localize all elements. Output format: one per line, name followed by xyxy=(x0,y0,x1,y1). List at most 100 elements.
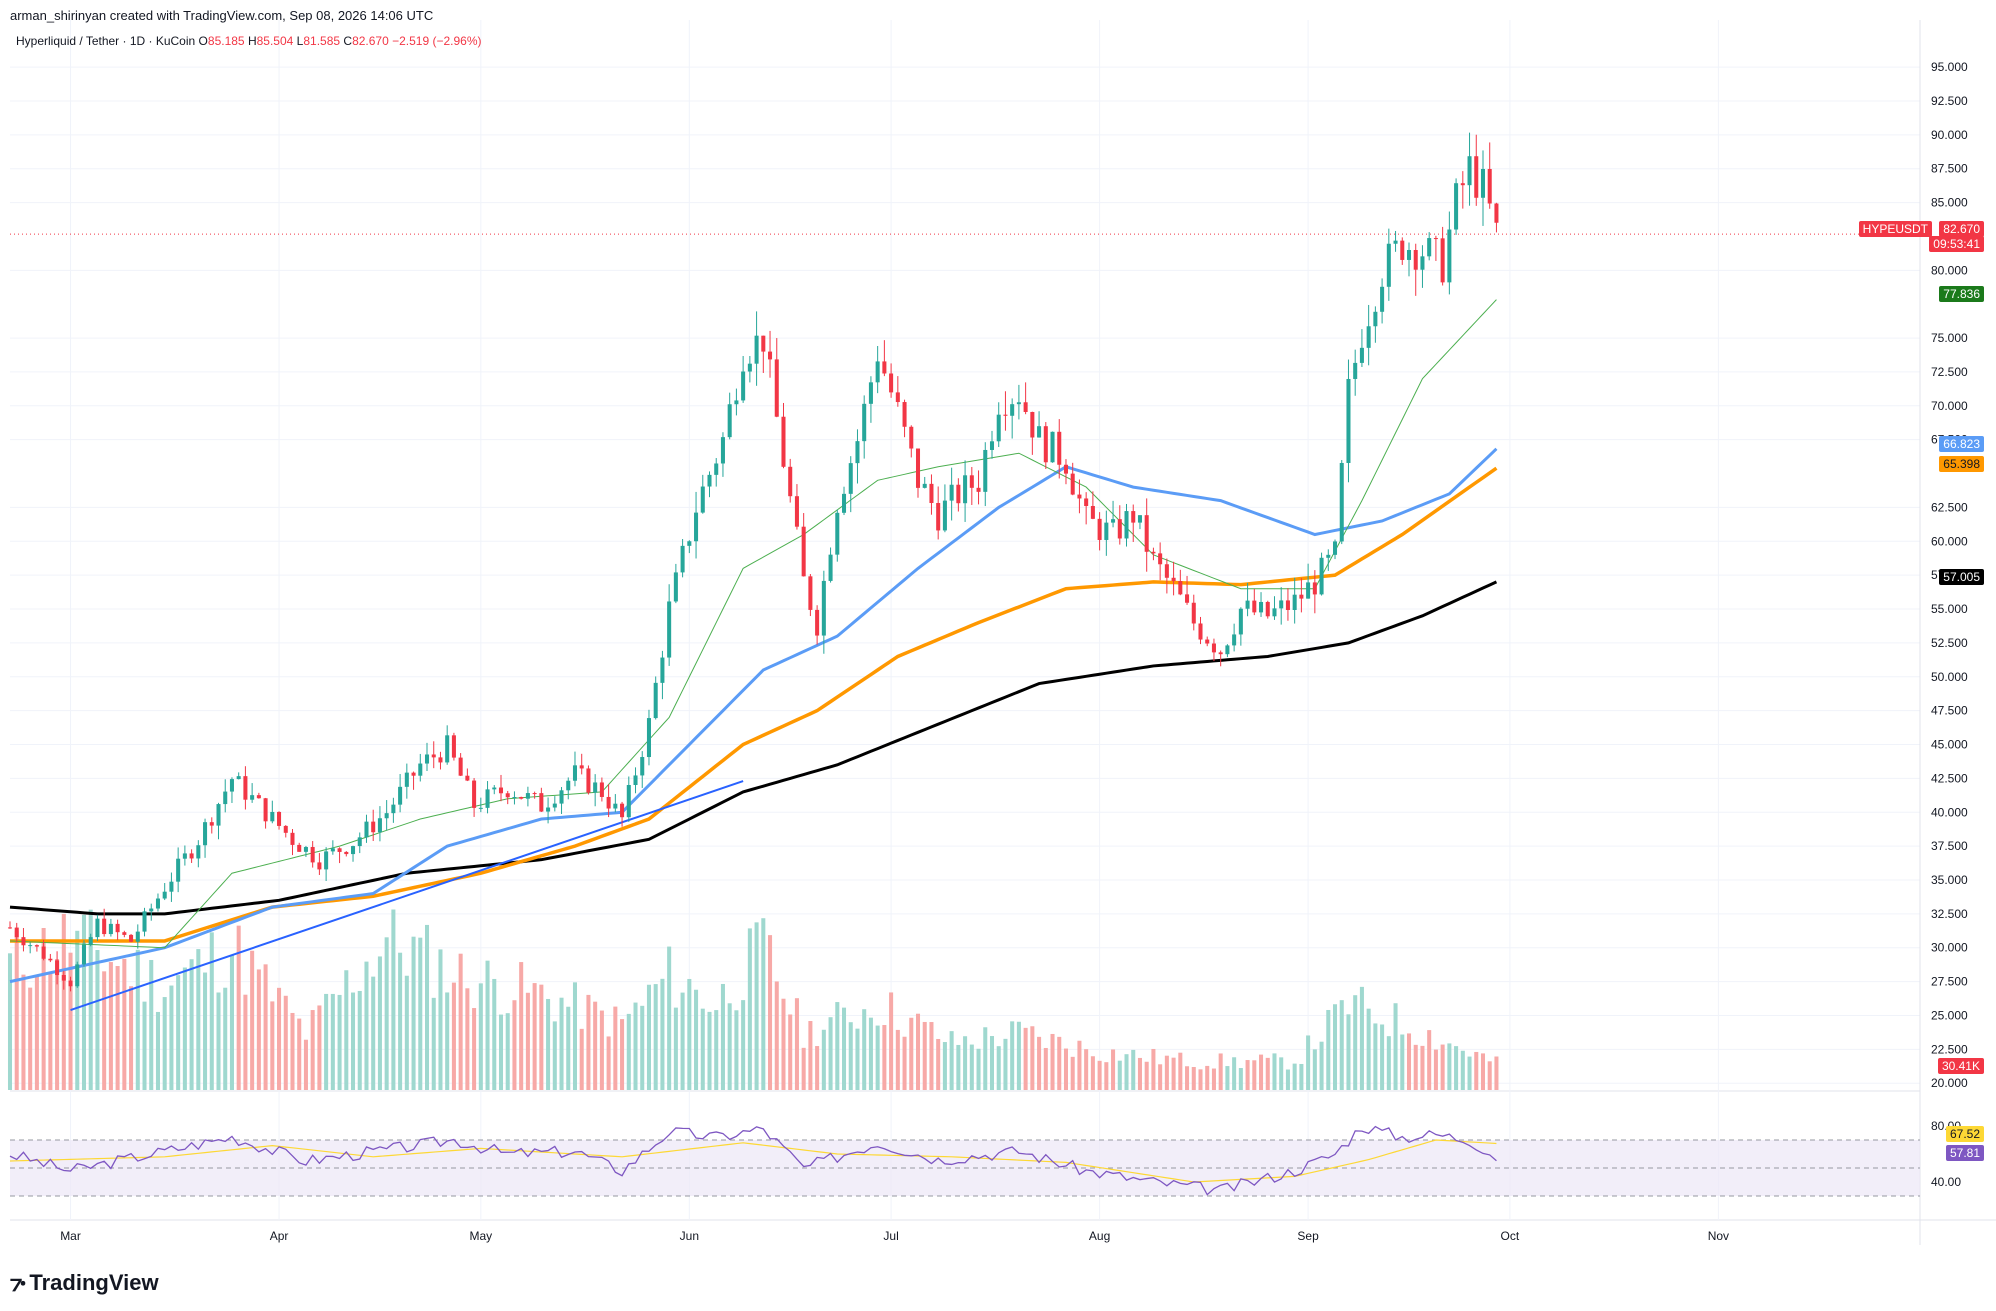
volume-bar xyxy=(1292,1063,1297,1090)
volume-bar xyxy=(1137,1057,1142,1090)
candle-body xyxy=(236,776,241,780)
candle-body xyxy=(1487,168,1492,204)
volume-bar xyxy=(149,959,154,1090)
candle-body xyxy=(821,580,826,636)
volume-bar xyxy=(633,1002,638,1090)
candle-body xyxy=(277,811,282,826)
volume-bar xyxy=(297,1018,302,1090)
volume-bar xyxy=(875,1025,880,1090)
volume-bar xyxy=(1171,1057,1176,1090)
volume-bar xyxy=(741,1000,746,1090)
candle-body xyxy=(989,441,995,450)
candle-body xyxy=(794,496,799,527)
volume-bar xyxy=(1433,1049,1438,1090)
volume-bar xyxy=(559,997,564,1090)
candle-body xyxy=(243,776,248,800)
candle-body xyxy=(81,944,87,965)
candle-body xyxy=(1198,623,1203,640)
volume-bar xyxy=(310,1010,315,1090)
candle-body xyxy=(424,754,430,764)
brand-name: TradingView xyxy=(29,1270,159,1295)
candle-body xyxy=(1030,411,1035,438)
time-tick-label: Oct xyxy=(1501,1229,1520,1243)
candle-body xyxy=(21,937,26,946)
candle-body xyxy=(108,923,113,935)
volume-bar xyxy=(229,955,234,1090)
volume-bar xyxy=(1090,1056,1095,1090)
candle-body xyxy=(438,757,443,763)
volume-bar xyxy=(102,971,107,1090)
volume-bar xyxy=(552,1021,557,1090)
candle-body xyxy=(431,754,436,758)
candle-body xyxy=(949,484,954,501)
tradingview-logo[interactable]: ⁊ꞏ TradingView xyxy=(10,1268,159,1298)
volume-bar xyxy=(1353,995,1358,1090)
candle-body xyxy=(458,757,463,776)
volume-bar xyxy=(1131,1049,1136,1090)
candle-body xyxy=(88,937,93,945)
volume-bar xyxy=(727,1003,732,1090)
volume-bar xyxy=(1494,1056,1499,1090)
candle-body xyxy=(687,541,692,546)
candle-body xyxy=(122,932,127,935)
volume-bar xyxy=(303,1039,308,1090)
candle-body xyxy=(1366,326,1371,348)
volume-bar xyxy=(1427,1030,1432,1090)
close-label: C xyxy=(343,34,353,48)
volume-bar xyxy=(236,925,241,1090)
candle-body xyxy=(1151,551,1156,554)
rsi-tag: 57.81 xyxy=(1945,1145,1984,1161)
candle-body xyxy=(996,414,1001,442)
price-tick-label: 27.500 xyxy=(1931,975,1968,989)
volume-bar xyxy=(1205,1065,1210,1090)
candle-body xyxy=(398,786,403,805)
price-tick-label: 85.000 xyxy=(1931,196,1968,210)
volume-bar xyxy=(539,984,544,1090)
volume-bar xyxy=(720,983,725,1090)
candle-body xyxy=(1111,519,1116,523)
candle-body xyxy=(1359,347,1364,363)
candle-body xyxy=(297,844,302,852)
volume-bar xyxy=(868,1017,873,1090)
candle-body xyxy=(1272,608,1277,617)
candle-body xyxy=(660,657,665,683)
volume-bar xyxy=(599,1010,604,1090)
candle-body xyxy=(653,682,658,719)
candle-body xyxy=(48,958,53,961)
volume-bar xyxy=(68,952,73,1090)
price-tick-label: 87.500 xyxy=(1931,162,1968,176)
candle-body xyxy=(525,793,530,799)
volume-bar xyxy=(115,966,120,1090)
symbol-name: Hyperliquid / Tether · 1D · KuCoin xyxy=(16,34,196,48)
volume-bar xyxy=(512,1000,517,1090)
candle-body xyxy=(781,416,786,467)
candle-body xyxy=(882,361,887,374)
symbol-legend[interactable]: Hyperliquid / Tether · 1D · KuCoin O85.1… xyxy=(16,34,482,48)
candle-body xyxy=(1380,286,1385,312)
volume-bar xyxy=(996,1046,1001,1090)
volume-tag: 30.41K xyxy=(1937,1058,1984,1074)
price-tick-label: 47.500 xyxy=(1931,704,1968,718)
candle-body xyxy=(1433,238,1438,240)
volume-bar xyxy=(216,992,221,1090)
volume-bar xyxy=(1151,1048,1156,1090)
volume-bar xyxy=(915,1013,921,1090)
volume-bar xyxy=(680,992,685,1090)
price-tick-label: 75.000 xyxy=(1931,331,1968,345)
last-price-tag: 82.670 xyxy=(1939,221,1984,237)
volume-bar xyxy=(41,927,46,1090)
close-value: 82.670 xyxy=(352,34,389,48)
volume-bar xyxy=(203,972,208,1090)
candle-body xyxy=(135,931,140,942)
candle-body xyxy=(95,918,100,938)
volume-bar xyxy=(963,1036,968,1090)
volume-bar xyxy=(1016,1021,1021,1090)
volume-bar xyxy=(1393,1003,1398,1090)
candle-body xyxy=(68,980,73,987)
candle-body xyxy=(1077,494,1082,499)
volume-bar xyxy=(781,998,786,1090)
ma200-line xyxy=(9,580,1498,916)
volume-bar xyxy=(1077,1040,1082,1090)
volume-bar xyxy=(1400,1034,1405,1090)
